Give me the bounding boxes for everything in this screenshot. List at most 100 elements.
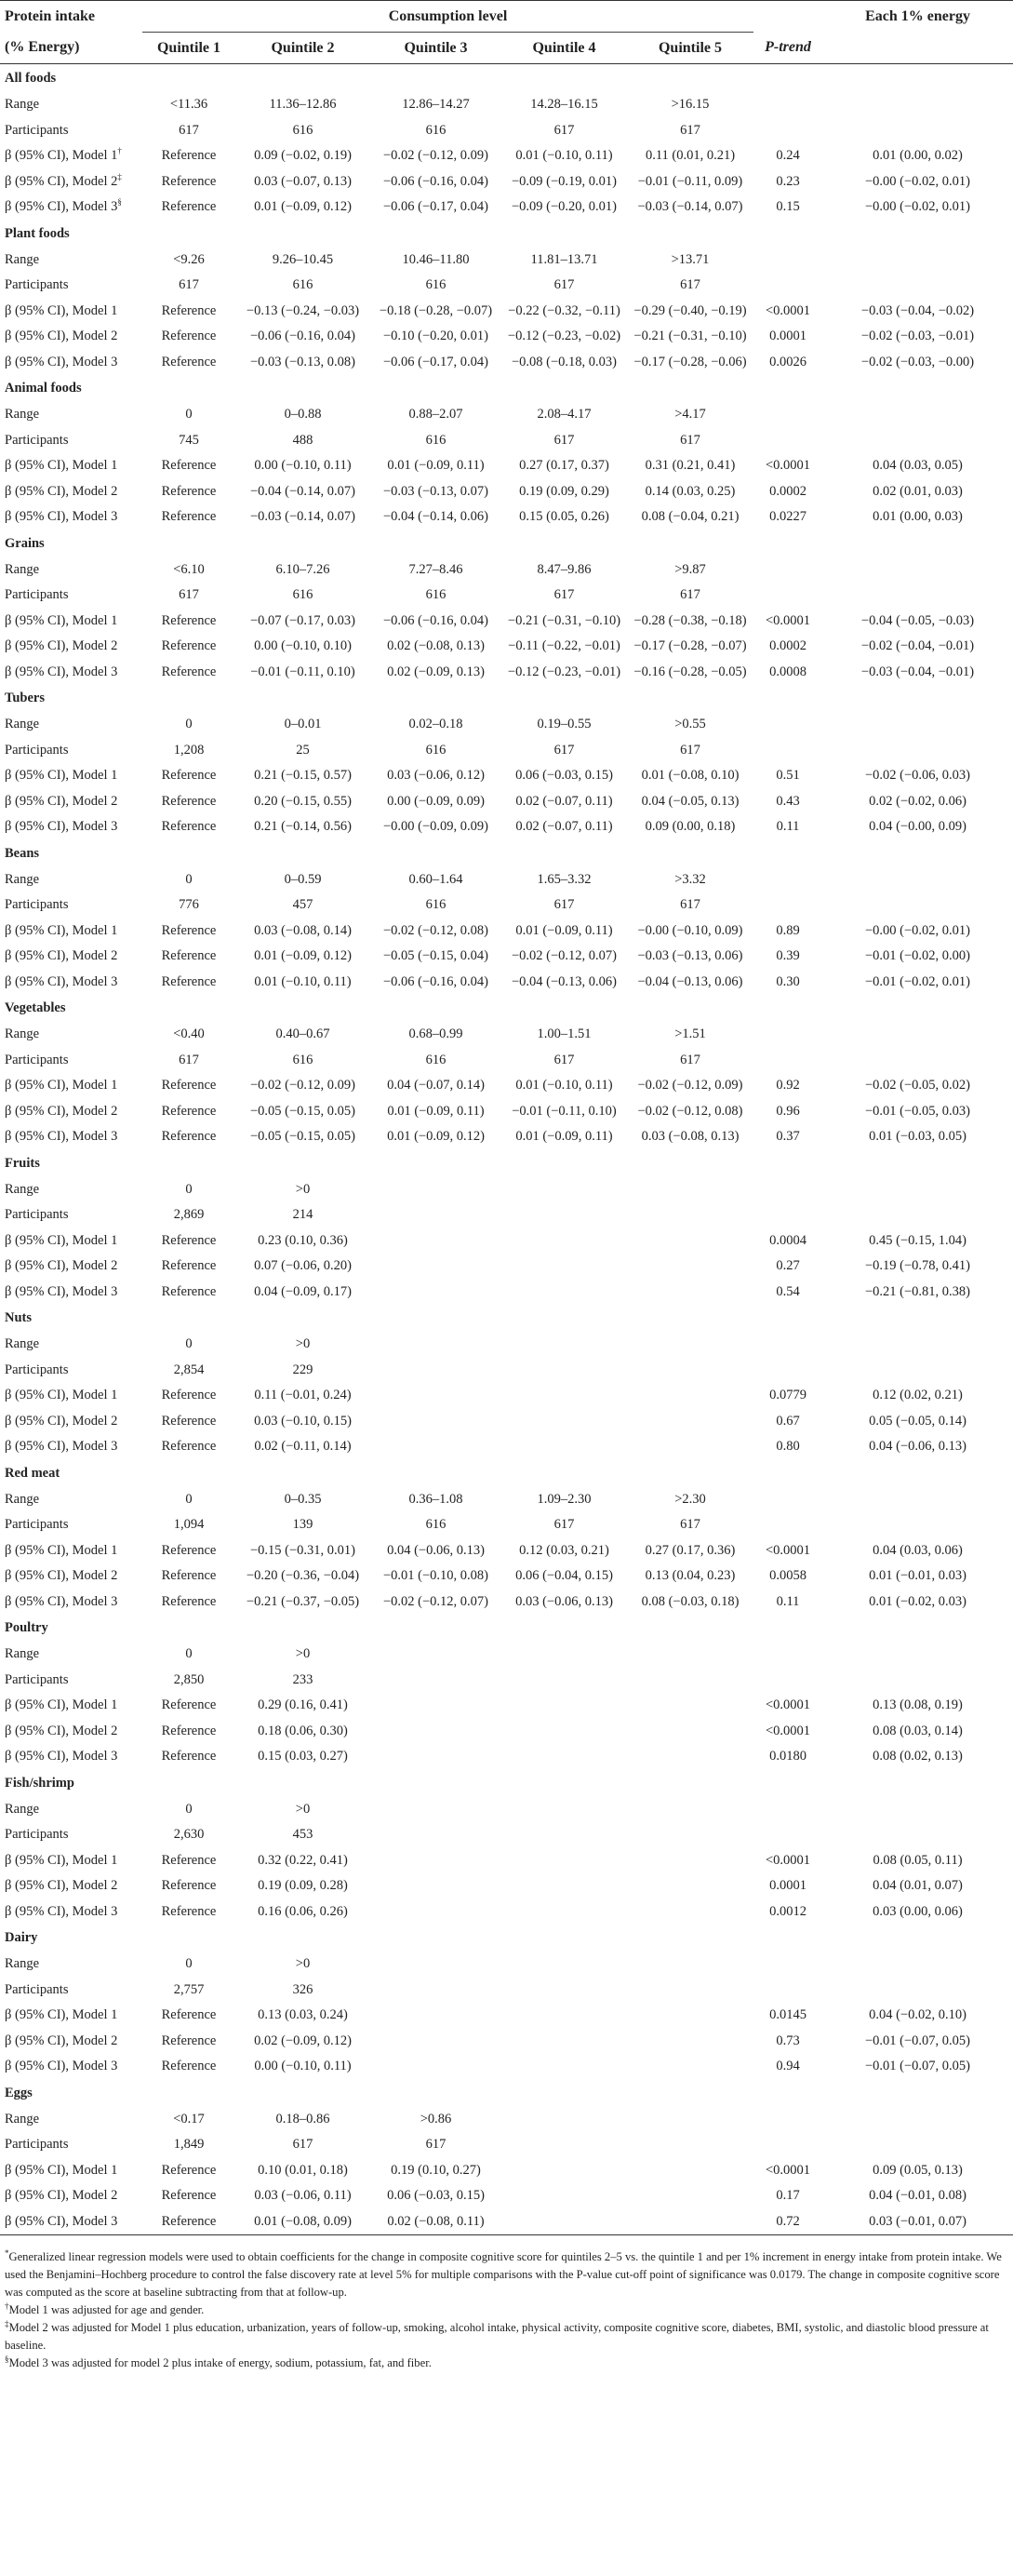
table-cell xyxy=(753,1022,822,1048)
table-cell: 0.67 xyxy=(776,1413,800,1429)
table-cell: >0.55 xyxy=(674,717,706,732)
footnote: *Generalized linear regression models we… xyxy=(5,2248,1008,2301)
footnote-mark: ‡ xyxy=(5,2318,9,2328)
table-cell: 0.09 (0.00, 0.18) xyxy=(645,819,736,835)
table-cell xyxy=(822,738,1013,764)
table-cell xyxy=(627,2208,753,2235)
row-label: β (95% CI), Model 1 xyxy=(5,1078,118,1093)
table-cell: 0.29 (0.16, 0.41) xyxy=(258,1697,348,1713)
table-cell: −0.21 (−0.81, 0.38) xyxy=(864,1283,970,1299)
table-cell: 0.03 (−0.06, 0.11) xyxy=(254,2188,352,2204)
table-cell xyxy=(627,1719,753,1745)
footnote: †Model 1 was adjusted for age and gender… xyxy=(5,2301,1008,2319)
table-cell: 0.80 xyxy=(776,1439,800,1455)
table-cell: <9.26 xyxy=(173,251,205,267)
table-cell: Reference xyxy=(161,1593,217,1609)
table-cell: Reference xyxy=(161,302,217,318)
table-cell: −0.21 (−0.31, −0.10) xyxy=(507,612,621,628)
table-cell xyxy=(627,1177,753,1203)
table-cell: <0.0001 xyxy=(765,1852,811,1868)
table-cell: −0.02 (−0.12, 0.09) xyxy=(249,1078,355,1093)
row-label: Range xyxy=(5,251,40,267)
row-label: Range xyxy=(5,1801,40,1817)
table-cell: 0.00 (−0.09, 0.09) xyxy=(387,793,485,809)
table-row: β (95% CI), Model 3 Reference −0.05 (−0.15… xyxy=(0,1124,1013,1150)
table-cell xyxy=(753,1642,822,1668)
table-cell: −0.18 (−0.28, −0.07) xyxy=(379,302,493,318)
table-cell: 0.36–1.08 xyxy=(408,1491,463,1507)
table-cell: 0 xyxy=(185,717,193,732)
row-label: Participants xyxy=(5,587,69,603)
table-cell: 0.01 (−0.03, 0.05) xyxy=(869,1129,966,1145)
table-cell: −0.01 (−0.02, 0.01) xyxy=(864,973,970,989)
table-cell: 0.01 (−0.09, 0.11) xyxy=(515,1129,613,1145)
table-cell: 0.11 xyxy=(776,1593,800,1609)
table-cell xyxy=(501,1978,627,2004)
table-cell xyxy=(627,1228,753,1254)
table-cell xyxy=(501,2208,627,2235)
table-cell: 12.86–14.27 xyxy=(402,97,470,113)
table-cell: 7.27–8.46 xyxy=(408,561,463,577)
section-title: Poultry xyxy=(5,1620,48,1635)
table-cell: −0.06 (−0.17, 0.04) xyxy=(382,354,488,369)
table-cell: 0.13 (0.08, 0.19) xyxy=(873,1697,963,1713)
table-cell xyxy=(501,2054,627,2080)
row-label: Range xyxy=(5,1181,40,1197)
table-cell xyxy=(753,1512,822,1538)
table-cell: 0.00 (−0.10, 0.10) xyxy=(254,638,352,654)
table-cell: −0.04 (−0.13, 0.06) xyxy=(637,973,743,989)
table-cell: 2,850 xyxy=(173,1671,205,1687)
table-cell: Reference xyxy=(161,973,217,989)
table-cell xyxy=(753,557,822,584)
table-row: Participants 745 488 616 617 617 xyxy=(0,428,1013,454)
table-cell: −0.15 (−0.31, 0.01) xyxy=(249,1542,355,1558)
table-cell: Reference xyxy=(161,1388,217,1403)
header-row-1: Protein intake Consumption level Each 1%… xyxy=(0,0,1013,33)
table-cell: −0.04 (−0.13, 0.06) xyxy=(511,973,617,989)
table-cell: 617 xyxy=(179,277,199,293)
table-cell: 0.21 (−0.14, 0.56) xyxy=(254,819,352,835)
table-cell: 0 xyxy=(185,1956,193,1972)
table-cell: −0.00 (−0.02, 0.01) xyxy=(864,199,970,215)
table-cell: Reference xyxy=(161,2188,217,2204)
table-cell: 0.01 (−0.08, 0.10) xyxy=(641,768,740,784)
table-cell xyxy=(627,1434,753,1460)
table-cell: <0.0001 xyxy=(765,1723,811,1738)
footnote-text: Model 2 was adjusted for Model 1 plus ed… xyxy=(5,2321,989,2352)
table-row: Range 0 >0 xyxy=(0,1332,1013,1358)
table-cell xyxy=(627,1280,753,1306)
table-cell xyxy=(822,118,1013,144)
table-cell: 25 xyxy=(296,742,310,758)
table-row: β (95% CI), Model 3 Reference 0.21 (−0.14,… xyxy=(0,814,1013,840)
table-cell: Reference xyxy=(142,2208,235,2235)
table-cell: 0.27 xyxy=(776,1258,800,1274)
footnote-mark: † xyxy=(5,2301,9,2311)
table-cell: 617 xyxy=(553,277,575,293)
table-cell: 0.04 (0.03, 0.06) xyxy=(873,1542,963,1558)
table-cell xyxy=(753,738,822,764)
table-cell: 2.08–4.17 xyxy=(537,407,592,423)
table-cell: >0 xyxy=(295,1801,311,1817)
table-cell xyxy=(753,92,822,118)
table-cell: Reference xyxy=(161,483,217,499)
row-label: β (95% CI), Model 1 xyxy=(5,612,118,628)
table-cell: 11.81–13.71 xyxy=(530,251,598,267)
table-cell: −0.20 (−0.36, −0.04) xyxy=(246,1568,360,1584)
row-label: β (95% CI), Model 3 xyxy=(5,1439,118,1455)
table-cell xyxy=(753,892,822,919)
table-cell: 0.13 (0.04, 0.23) xyxy=(645,1568,736,1584)
table-cell: −0.02 (−0.12, 0.09) xyxy=(637,1078,743,1093)
table-cell: 0.51 xyxy=(776,768,800,784)
col-header-consumption: Consumption level xyxy=(142,0,753,33)
table-row: β (95% CI), Model 1 Reference 0.21 (−0.15,… xyxy=(0,763,1013,789)
table-cell xyxy=(753,867,822,893)
table-cell: 0.23 xyxy=(776,173,800,189)
table-cell: Reference xyxy=(161,2007,217,2023)
row-label: β (95% CI), Model 1† xyxy=(5,146,122,164)
row-label: Range xyxy=(5,1026,40,1042)
row-label: Participants xyxy=(5,1207,69,1223)
section-title: Nuts xyxy=(5,1310,33,1325)
table-cell: 488 xyxy=(292,432,313,448)
table-cell: 0.0002 xyxy=(769,483,806,499)
table-cell xyxy=(627,1202,753,1228)
